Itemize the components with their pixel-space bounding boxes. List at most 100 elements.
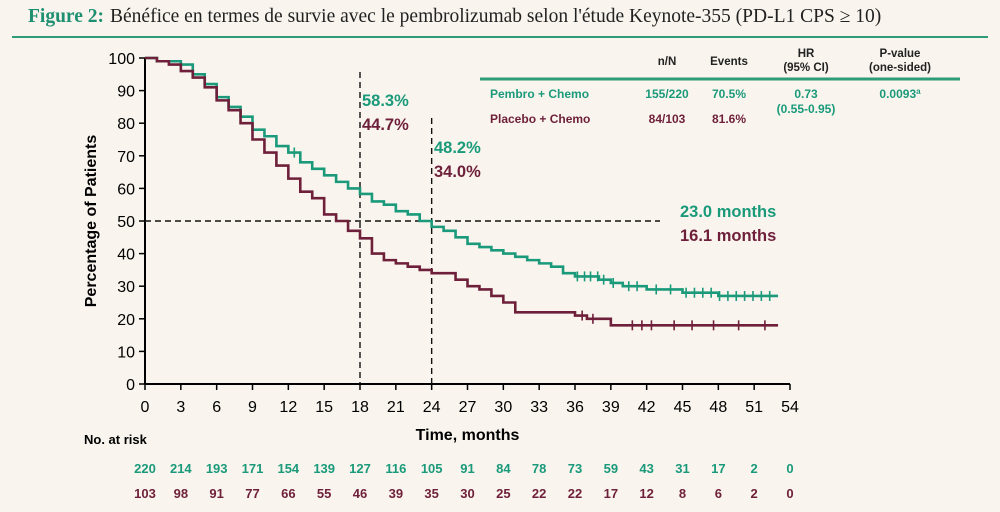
figure-title: Bénéfice en termes de survie avec le pem… <box>110 6 882 27</box>
at-risk-pembro-value: 105 <box>421 461 443 476</box>
at-risk-pembro-value: 214 <box>170 461 192 476</box>
x-tick-label: 0 <box>141 399 150 416</box>
at-risk-placebo-value: 55 <box>317 486 331 501</box>
col-header-ci: (95% CI) <box>783 62 829 74</box>
at-risk-pembro-value: 127 <box>349 461 371 476</box>
x-tick-label: 48 <box>709 399 727 416</box>
y-axis-title: Percentage of Patients <box>83 135 100 308</box>
row-events: 81.6% <box>712 112 746 126</box>
pembro-chemo-curve <box>145 56 779 298</box>
at-risk-pembro-value: 43 <box>639 461 653 476</box>
y-tick-label: 10 <box>117 344 135 361</box>
x-tick-label: 21 <box>387 399 405 416</box>
x-tick-label: 15 <box>315 399 333 416</box>
y-tick-label: 40 <box>117 247 135 264</box>
at-risk-pembro-value: 220 <box>134 461 156 476</box>
pvalue-footnote-mark: a <box>916 87 921 96</box>
at-risk-pembro-value: 91 <box>460 461 474 476</box>
at-risk-placebo-value: 46 <box>353 486 367 501</box>
at-risk-pembro-value: 116 <box>385 461 406 476</box>
at-risk-placebo-value: 103 <box>134 486 156 501</box>
placebo-chemo-curve <box>145 56 779 327</box>
annotation-24mo-placebo: 34.0% <box>434 163 481 181</box>
col-header-pvalue: P-value <box>880 48 921 60</box>
at-risk-pembro-value: 154 <box>277 461 299 476</box>
y-tick-label: 100 <box>108 51 135 68</box>
at-risk-pembro-value: 193 <box>206 461 228 476</box>
at-risk-placebo-value: 2 <box>751 486 758 501</box>
y-tick-label: 30 <box>117 279 135 296</box>
at-risk-pembro-value: 59 <box>604 461 618 476</box>
figure-caption: Figure 2: Bénéfice en termes de survie av… <box>28 6 978 28</box>
row-ci: (0.55-0.95) <box>777 102 836 116</box>
x-tick-label: 24 <box>423 399 441 416</box>
at-risk-placebo-value: 12 <box>639 486 653 501</box>
y-tick-label: 70 <box>117 149 135 166</box>
row-label: Pembro + Chemo <box>490 87 589 101</box>
y-tick-label: 20 <box>117 312 135 329</box>
at-risk-title: No. at risk <box>84 432 148 447</box>
x-tick-label: 33 <box>530 399 548 416</box>
annotation-18mo-placebo: 44.7% <box>362 116 409 134</box>
col-header-onesided: (one-sided) <box>869 62 931 74</box>
at-risk-placebo-value: 30 <box>460 486 474 501</box>
at-risk-placebo-value: 91 <box>209 486 223 501</box>
median-pembro-label: 23.0 months <box>680 203 776 221</box>
x-tick-label: 6 <box>212 399 221 416</box>
at-risk-placebo-value: 22 <box>532 486 546 501</box>
reference-lines <box>145 72 660 384</box>
stats-table: n/N Events HR (95% CI) P-value (one-sided) Pem… <box>480 48 960 126</box>
at-risk-pembro-value: 31 <box>675 461 689 476</box>
annotation-18mo-pembro: 58.3% <box>362 92 409 110</box>
row-hr: 0.73 <box>794 87 818 101</box>
at-risk-placebo-value: 66 <box>281 486 295 501</box>
x-tick-label: 36 <box>566 399 584 416</box>
at-risk-pembro-value: 73 <box>568 461 582 476</box>
at-risk-placebo-value: 98 <box>174 486 188 501</box>
x-tick-label: 12 <box>279 399 297 416</box>
y-tick-label: 80 <box>117 116 135 133</box>
median-placebo-label: 16.1 months <box>680 227 776 245</box>
x-tick-label: 54 <box>781 399 799 416</box>
at-risk-placebo-value: 22 <box>568 486 582 501</box>
at-risk-placebo-value: 39 <box>389 486 403 501</box>
at-risk-pembro-value: 17 <box>711 461 725 476</box>
x-tick-label: 3 <box>176 399 185 416</box>
x-axis-title: Time, months <box>416 427 520 444</box>
y-tick-label: 50 <box>117 214 135 231</box>
col-header-hr: HR <box>798 48 815 60</box>
figure-label: Figure 2: <box>28 6 105 27</box>
x-tick-label: 27 <box>459 399 477 416</box>
at-risk-pembro-value: 84 <box>496 461 511 476</box>
at-risk-placebo-value: 77 <box>245 486 259 501</box>
row-events: 70.5% <box>712 87 746 101</box>
y-tick-label: 90 <box>117 84 135 101</box>
at-risk-placebo-value: 17 <box>604 486 618 501</box>
at-risk-placebo-value: 25 <box>496 486 510 501</box>
survival-curves <box>145 56 779 331</box>
x-tick-label: 45 <box>674 399 692 416</box>
x-tick-label: 18 <box>351 399 369 416</box>
at-risk-pembro-value: 78 <box>532 461 546 476</box>
at-risk-placebo-value: 8 <box>679 486 686 501</box>
at-risk-placebo-value: 35 <box>424 486 438 501</box>
at-risk-pembro-value: 171 <box>242 461 264 476</box>
annotation-24mo-pembro: 48.2% <box>434 139 481 157</box>
x-tick-label: 42 <box>638 399 656 416</box>
at-risk-pembro-value: 2 <box>751 461 758 476</box>
at-risk-placebo-value: 0 <box>786 486 793 501</box>
x-tick-label: 9 <box>248 399 257 416</box>
x-tick-label: 39 <box>602 399 620 416</box>
row-label: Placebo + Chemo <box>490 112 590 126</box>
at-risk-placebo-value: 6 <box>715 486 722 501</box>
annotations: 58.3% 44.7% 48.2% 34.0% 23.0 months 16.1 mont… <box>362 92 776 245</box>
at-risk-pembro-value: 0 <box>786 461 793 476</box>
at-risk-pembro-value: 139 <box>313 461 335 476</box>
row-nn: 84/103 <box>649 112 686 126</box>
x-tick-label: 51 <box>745 399 763 416</box>
y-tick-label: 0 <box>126 377 135 394</box>
caption-divider <box>12 36 988 38</box>
